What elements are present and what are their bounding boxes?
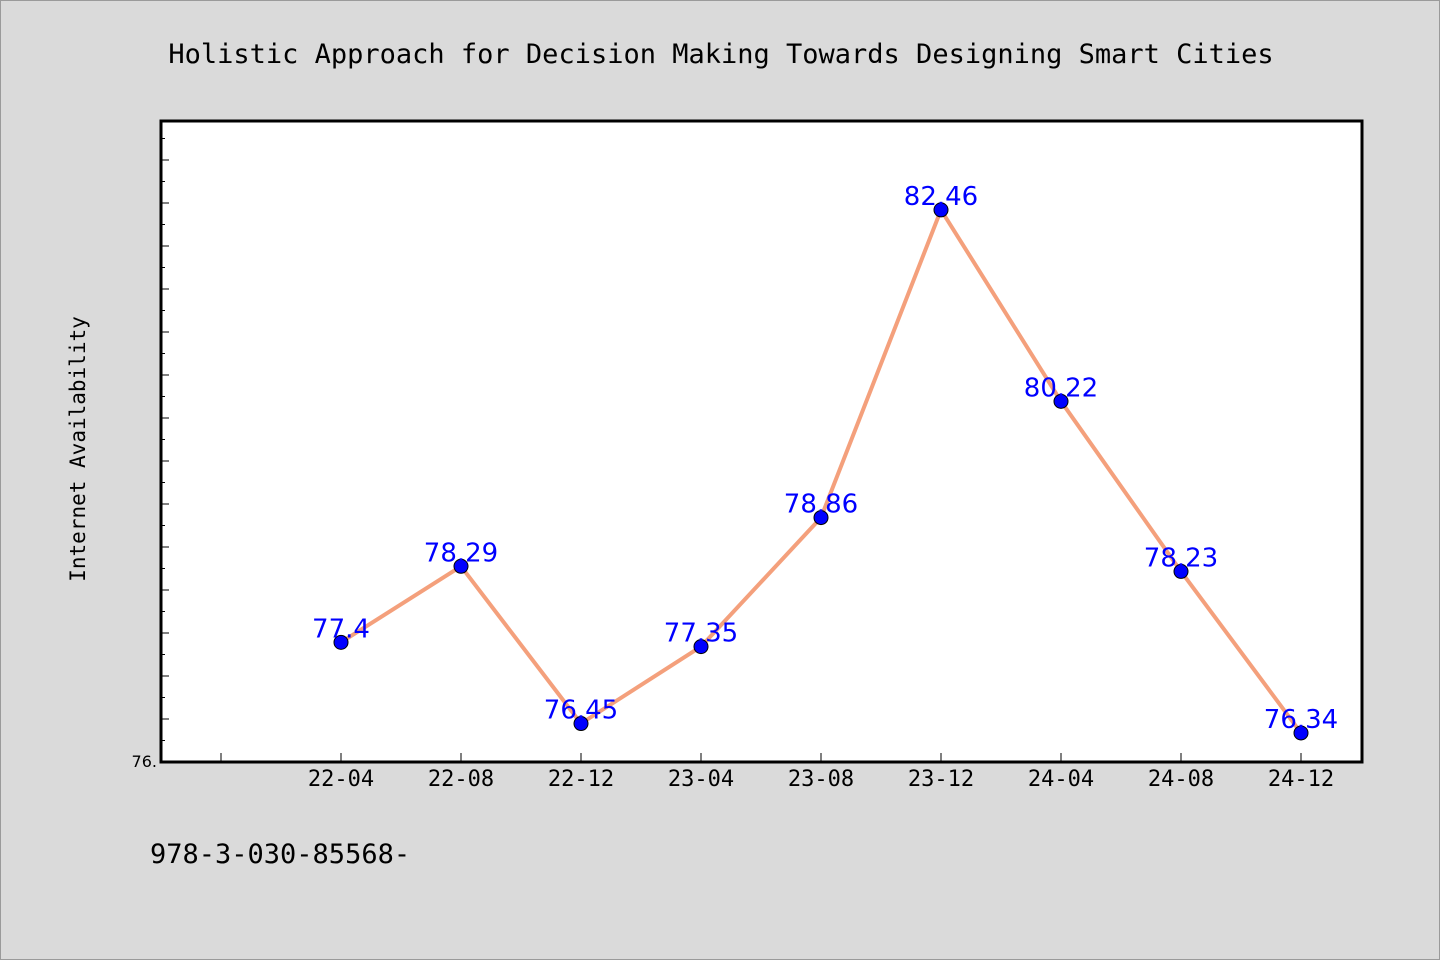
x-tick-label: 23-04 xyxy=(668,767,734,792)
data-label: 77.35 xyxy=(664,619,738,649)
data-label: 78.23 xyxy=(1144,543,1218,573)
x-axis-ticks: 22-04 22-08 22-12 23-04 23-08 23-12 24-04 24-08… xyxy=(220,753,1334,792)
data-point xyxy=(1293,725,1309,741)
data-point xyxy=(1053,393,1069,409)
plot-area xyxy=(159,119,1364,764)
data-point xyxy=(693,639,709,655)
data-point xyxy=(813,510,829,526)
x-tick-label: 22-08 xyxy=(428,767,494,792)
data-point xyxy=(933,202,949,218)
data-point xyxy=(333,634,349,650)
data-point xyxy=(453,558,469,574)
y-tick-label: 76. xyxy=(132,752,157,771)
data-label: 78.86 xyxy=(784,490,858,520)
footer-text: 978-3-030-85568- xyxy=(150,839,410,870)
x-tick-label: 22-12 xyxy=(548,767,614,792)
data-label: 76.45 xyxy=(544,696,618,726)
x-tick-label: 24-04 xyxy=(1028,767,1094,792)
x-tick-label: 23-12 xyxy=(908,767,974,792)
x-tick-label: 24-12 xyxy=(1268,767,1334,792)
data-point xyxy=(1173,563,1189,579)
x-tick-label: 24-08 xyxy=(1148,767,1214,792)
y-axis-ticks xyxy=(161,138,169,741)
data-label: 82.46 xyxy=(904,182,978,212)
chart-title: Holistic Approach for Decision Making To… xyxy=(168,39,1273,70)
data-point xyxy=(573,716,589,732)
y-axis-label: Internet Availability xyxy=(66,316,90,582)
marker-layer xyxy=(333,202,1309,741)
data-label: 78.29 xyxy=(424,538,498,568)
data-label-layer: 77.4 78.29 76.45 77.35 78.86 82.46 80.22 78.23 7… xyxy=(312,182,1338,735)
data-label: 77.4 xyxy=(312,614,370,644)
x-tick-label: 22-04 xyxy=(308,767,374,792)
x-tick-label: 23-08 xyxy=(788,767,854,792)
data-label: 76.34 xyxy=(1264,705,1338,735)
data-label: 80.22 xyxy=(1024,373,1098,403)
